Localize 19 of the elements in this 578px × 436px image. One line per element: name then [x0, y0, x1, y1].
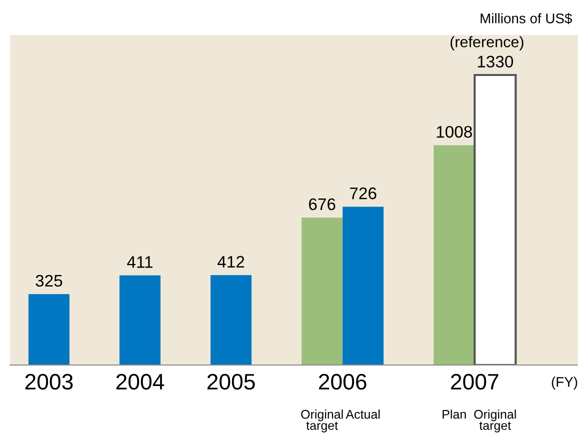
x-tick-label: 2004 [116, 374, 164, 390]
data-label: 1008 [436, 126, 472, 138]
data-label: 411 [127, 256, 152, 268]
x-tick-label: 2007 [451, 374, 498, 390]
x-tick-label: 2005 [207, 374, 255, 390]
text: Original target [474, 410, 516, 432]
data-label: 412 [218, 256, 244, 268]
data-label: 1330 [478, 56, 514, 68]
x-tick-label: 2003 [25, 374, 73, 390]
data-label: 325 [36, 274, 62, 287]
text: Actual [346, 410, 380, 419]
x-tick-label: 2006 [319, 374, 366, 390]
text: Original target [301, 410, 343, 432]
y-axis-title: Millions of US$ [480, 12, 572, 24]
text: (FY) [552, 376, 578, 390]
data-label: 676 [309, 198, 336, 210]
text: Plan [442, 410, 466, 419]
data-label: 726 [350, 187, 376, 200]
text: (reference) [450, 36, 524, 50]
